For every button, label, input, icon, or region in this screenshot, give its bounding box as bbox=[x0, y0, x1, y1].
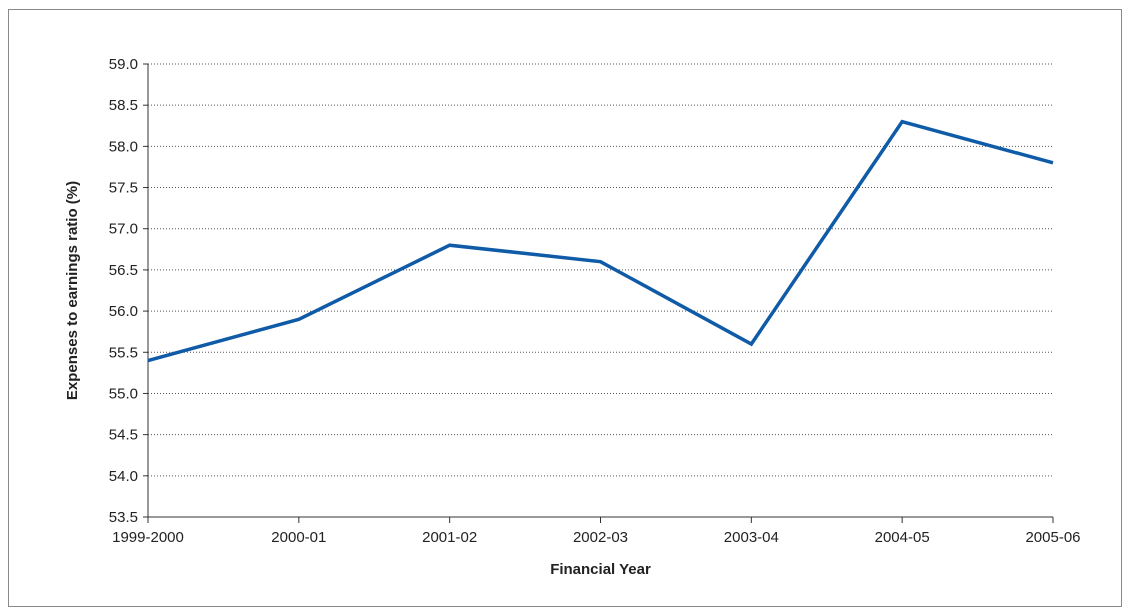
y-tick-label: 56.5 bbox=[109, 262, 138, 279]
x-tick-label: 2004-05 bbox=[875, 529, 930, 546]
x-tick-label: 1999-2000 bbox=[112, 529, 184, 546]
y-tick-label: 56.0 bbox=[109, 303, 138, 320]
y-tick-label: 58.0 bbox=[109, 138, 138, 155]
x-tick-label: 2001-02 bbox=[422, 529, 477, 546]
gridlines bbox=[148, 63, 1053, 477]
y-tick-label: 55.0 bbox=[109, 385, 138, 402]
y-tick-label: 57.0 bbox=[109, 221, 138, 238]
y-tick-label: 54.5 bbox=[109, 427, 138, 444]
axes bbox=[143, 63, 1054, 523]
x-tick-label: 2002-03 bbox=[573, 529, 628, 546]
series-line bbox=[147, 119, 1054, 363]
x-axis-title: Financial Year bbox=[550, 561, 651, 578]
tick-labels: 53.5 54.0 54.5 55.0 55.5 56.0 56.5 57.0 57.5 58.0… bbox=[109, 56, 1081, 546]
y-tick-label: 53.5 bbox=[109, 509, 138, 526]
x-tick-label: 2003-04 bbox=[724, 529, 779, 546]
y-tick-label: 55.5 bbox=[109, 344, 138, 361]
chart-frame bbox=[8, 9, 1122, 607]
y-tick-label: 58.5 bbox=[109, 97, 138, 114]
x-tick-label: 2005-06 bbox=[1025, 529, 1080, 546]
y-axis-title: Expenses to earnings ratio (%) bbox=[64, 181, 81, 400]
y-tick-label: 57.5 bbox=[109, 180, 138, 197]
y-tick-label: 54.0 bbox=[109, 468, 138, 485]
x-tick-label: 2000-01 bbox=[271, 529, 326, 546]
y-tick-label: 59.0 bbox=[109, 56, 138, 73]
series bbox=[147, 119, 1054, 363]
